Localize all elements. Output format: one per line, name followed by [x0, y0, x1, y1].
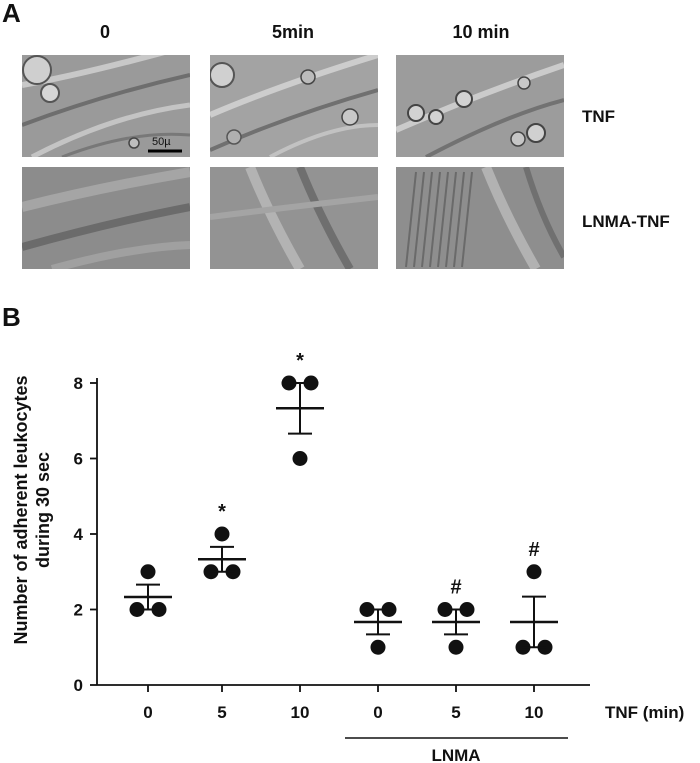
x-tick-label: 5 — [217, 703, 226, 722]
significance-marker: * — [218, 501, 226, 523]
y-tick-label: 0 — [74, 676, 83, 695]
y-axis-label-line1: Number of adherent leukocytes — [11, 375, 31, 644]
x-tick-label: 5 — [451, 703, 460, 722]
data-point — [526, 564, 542, 580]
panel-b-letter: B — [2, 302, 21, 332]
data-point — [448, 639, 464, 655]
row-label-tnf: TNF — [582, 107, 616, 126]
column-header-10min: 10 min — [452, 22, 510, 42]
micrograph-lnma-10min — [396, 167, 564, 269]
significance-marker: * — [296, 350, 304, 372]
data-point — [140, 564, 156, 580]
micrograph-tnf-0min: 50µ — [22, 55, 190, 157]
y-axis-label: Number of adherent leukocytes during 30 … — [11, 375, 53, 644]
column-header-5min: 5min — [271, 22, 314, 42]
micrograph-lnma-0min — [22, 167, 190, 269]
micrograph-tnf-10min — [396, 55, 564, 157]
y-tick-label: 2 — [74, 601, 83, 620]
micrograph-lnma-5min — [210, 167, 378, 269]
x-axis-label: TNF (min) — [605, 703, 684, 722]
y-tick-label: 4 — [74, 525, 84, 544]
data-point — [214, 526, 230, 542]
scatter-chart: Number of adherent leukocytes during 30 … — [11, 350, 684, 763]
data-point — [292, 451, 308, 466]
lnma-group-label: LNMA — [431, 746, 480, 763]
y-tick-label: 8 — [74, 374, 83, 393]
scale-bar-label: 50µ — [152, 136, 171, 148]
x-tick-label: 0 — [143, 703, 152, 722]
column-header-0: 0 — [99, 22, 110, 42]
significance-marker: # — [450, 577, 461, 599]
x-tick-label: 10 — [525, 703, 544, 722]
panel-a-letter: A — [2, 0, 21, 28]
row-label-lnma-tnf: LNMA-TNF — [582, 212, 670, 231]
y-tick-label: 6 — [74, 450, 83, 469]
data-point — [370, 639, 386, 655]
significance-marker: # — [528, 539, 539, 561]
x-tick-label: 0 — [373, 703, 382, 722]
x-tick-label: 10 — [291, 703, 310, 722]
micrograph-tnf-5min — [210, 55, 378, 157]
y-axis-label-line2: during 30 sec — [33, 452, 53, 568]
